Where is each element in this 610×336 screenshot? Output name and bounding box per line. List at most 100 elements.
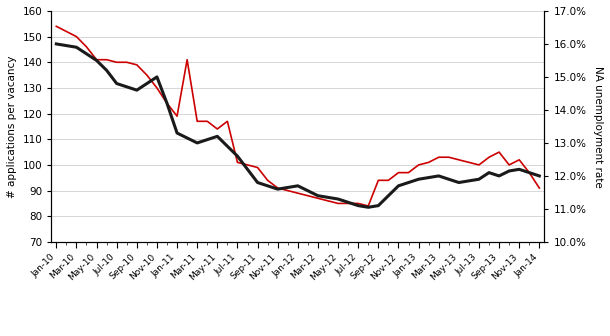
NA unemployment rate [365,205,372,209]
NA unemployment rate [234,154,241,158]
NA unemployment rate [515,167,523,171]
# applications per vacancy [143,73,151,77]
NA unemployment rate [193,141,201,145]
NA unemployment rate [83,52,90,56]
# applications per vacancy [133,63,140,67]
# applications per vacancy [184,58,191,62]
# applications per vacancy [173,114,181,118]
NA unemployment rate [405,180,412,184]
Line: NA unemployment rate: NA unemployment rate [56,44,539,207]
NA unemployment rate [425,176,432,180]
NA unemployment rate [143,82,151,86]
# applications per vacancy [465,160,473,164]
# applications per vacancy [214,127,221,131]
NA unemployment rate [153,75,160,79]
NA unemployment rate [486,171,493,175]
NA unemployment rate [475,177,483,181]
# applications per vacancy [83,45,90,49]
# applications per vacancy [536,186,543,190]
# applications per vacancy [294,191,301,195]
NA unemployment rate [173,131,181,135]
# applications per vacancy [52,24,60,28]
# applications per vacancy [304,194,312,198]
# applications per vacancy [153,86,160,90]
NA unemployment rate [52,42,60,46]
# applications per vacancy [495,150,503,154]
NA unemployment rate [465,179,473,183]
NA unemployment rate [264,184,271,188]
NA unemployment rate [385,194,392,198]
# applications per vacancy [163,101,171,106]
NA unemployment rate [284,185,292,190]
NA unemployment rate [345,200,352,204]
# applications per vacancy [234,160,241,164]
NA unemployment rate [244,167,251,171]
# applications per vacancy [334,201,342,205]
# applications per vacancy [244,163,251,167]
NA unemployment rate [435,174,442,178]
NA unemployment rate [123,85,131,89]
NA unemployment rate [526,171,533,175]
# applications per vacancy [103,58,110,62]
NA unemployment rate [214,134,221,138]
# applications per vacancy [395,171,402,175]
NA unemployment rate [325,195,332,199]
# applications per vacancy [204,119,211,123]
NA unemployment rate [375,204,382,208]
NA unemployment rate [274,187,281,191]
# applications per vacancy [425,160,432,164]
# applications per vacancy [345,201,352,205]
NA unemployment rate [73,45,80,49]
# applications per vacancy [63,30,70,34]
# applications per vacancy [435,155,442,159]
NA unemployment rate [63,44,70,48]
# applications per vacancy [193,119,201,123]
# applications per vacancy [506,163,513,167]
# applications per vacancy [113,60,120,64]
Y-axis label: # applications per vacancy: # applications per vacancy [7,55,17,198]
# applications per vacancy [123,60,131,64]
# applications per vacancy [354,201,362,205]
NA unemployment rate [133,88,140,92]
NA unemployment rate [103,68,110,72]
# applications per vacancy [455,158,462,162]
# applications per vacancy [284,188,292,193]
NA unemployment rate [184,136,191,140]
Y-axis label: NA unemployment rate: NA unemployment rate [593,66,603,187]
# applications per vacancy [405,171,412,175]
NA unemployment rate [204,138,211,142]
# applications per vacancy [73,35,80,39]
NA unemployment rate [445,177,453,181]
NA unemployment rate [495,174,503,178]
NA unemployment rate [113,82,120,86]
NA unemployment rate [294,184,301,188]
NA unemployment rate [314,194,321,198]
# applications per vacancy [274,186,281,190]
# applications per vacancy [365,204,372,208]
NA unemployment rate [536,174,543,178]
# applications per vacancy [475,163,483,167]
NA unemployment rate [163,101,171,106]
# applications per vacancy [254,165,261,169]
NA unemployment rate [415,177,422,181]
NA unemployment rate [93,58,100,62]
# applications per vacancy [385,178,392,182]
NA unemployment rate [224,144,231,148]
NA unemployment rate [455,180,462,184]
NA unemployment rate [354,204,362,208]
# applications per vacancy [515,158,523,162]
# applications per vacancy [375,178,382,182]
# applications per vacancy [325,199,332,203]
NA unemployment rate [304,189,312,193]
# applications per vacancy [264,178,271,182]
# applications per vacancy [486,155,493,159]
NA unemployment rate [395,184,402,188]
# applications per vacancy [93,58,100,62]
Line: # applications per vacancy: # applications per vacancy [56,26,539,206]
NA unemployment rate [334,197,342,201]
# applications per vacancy [415,163,422,167]
# applications per vacancy [445,155,453,159]
# applications per vacancy [224,119,231,123]
NA unemployment rate [254,180,261,184]
# applications per vacancy [314,196,321,200]
